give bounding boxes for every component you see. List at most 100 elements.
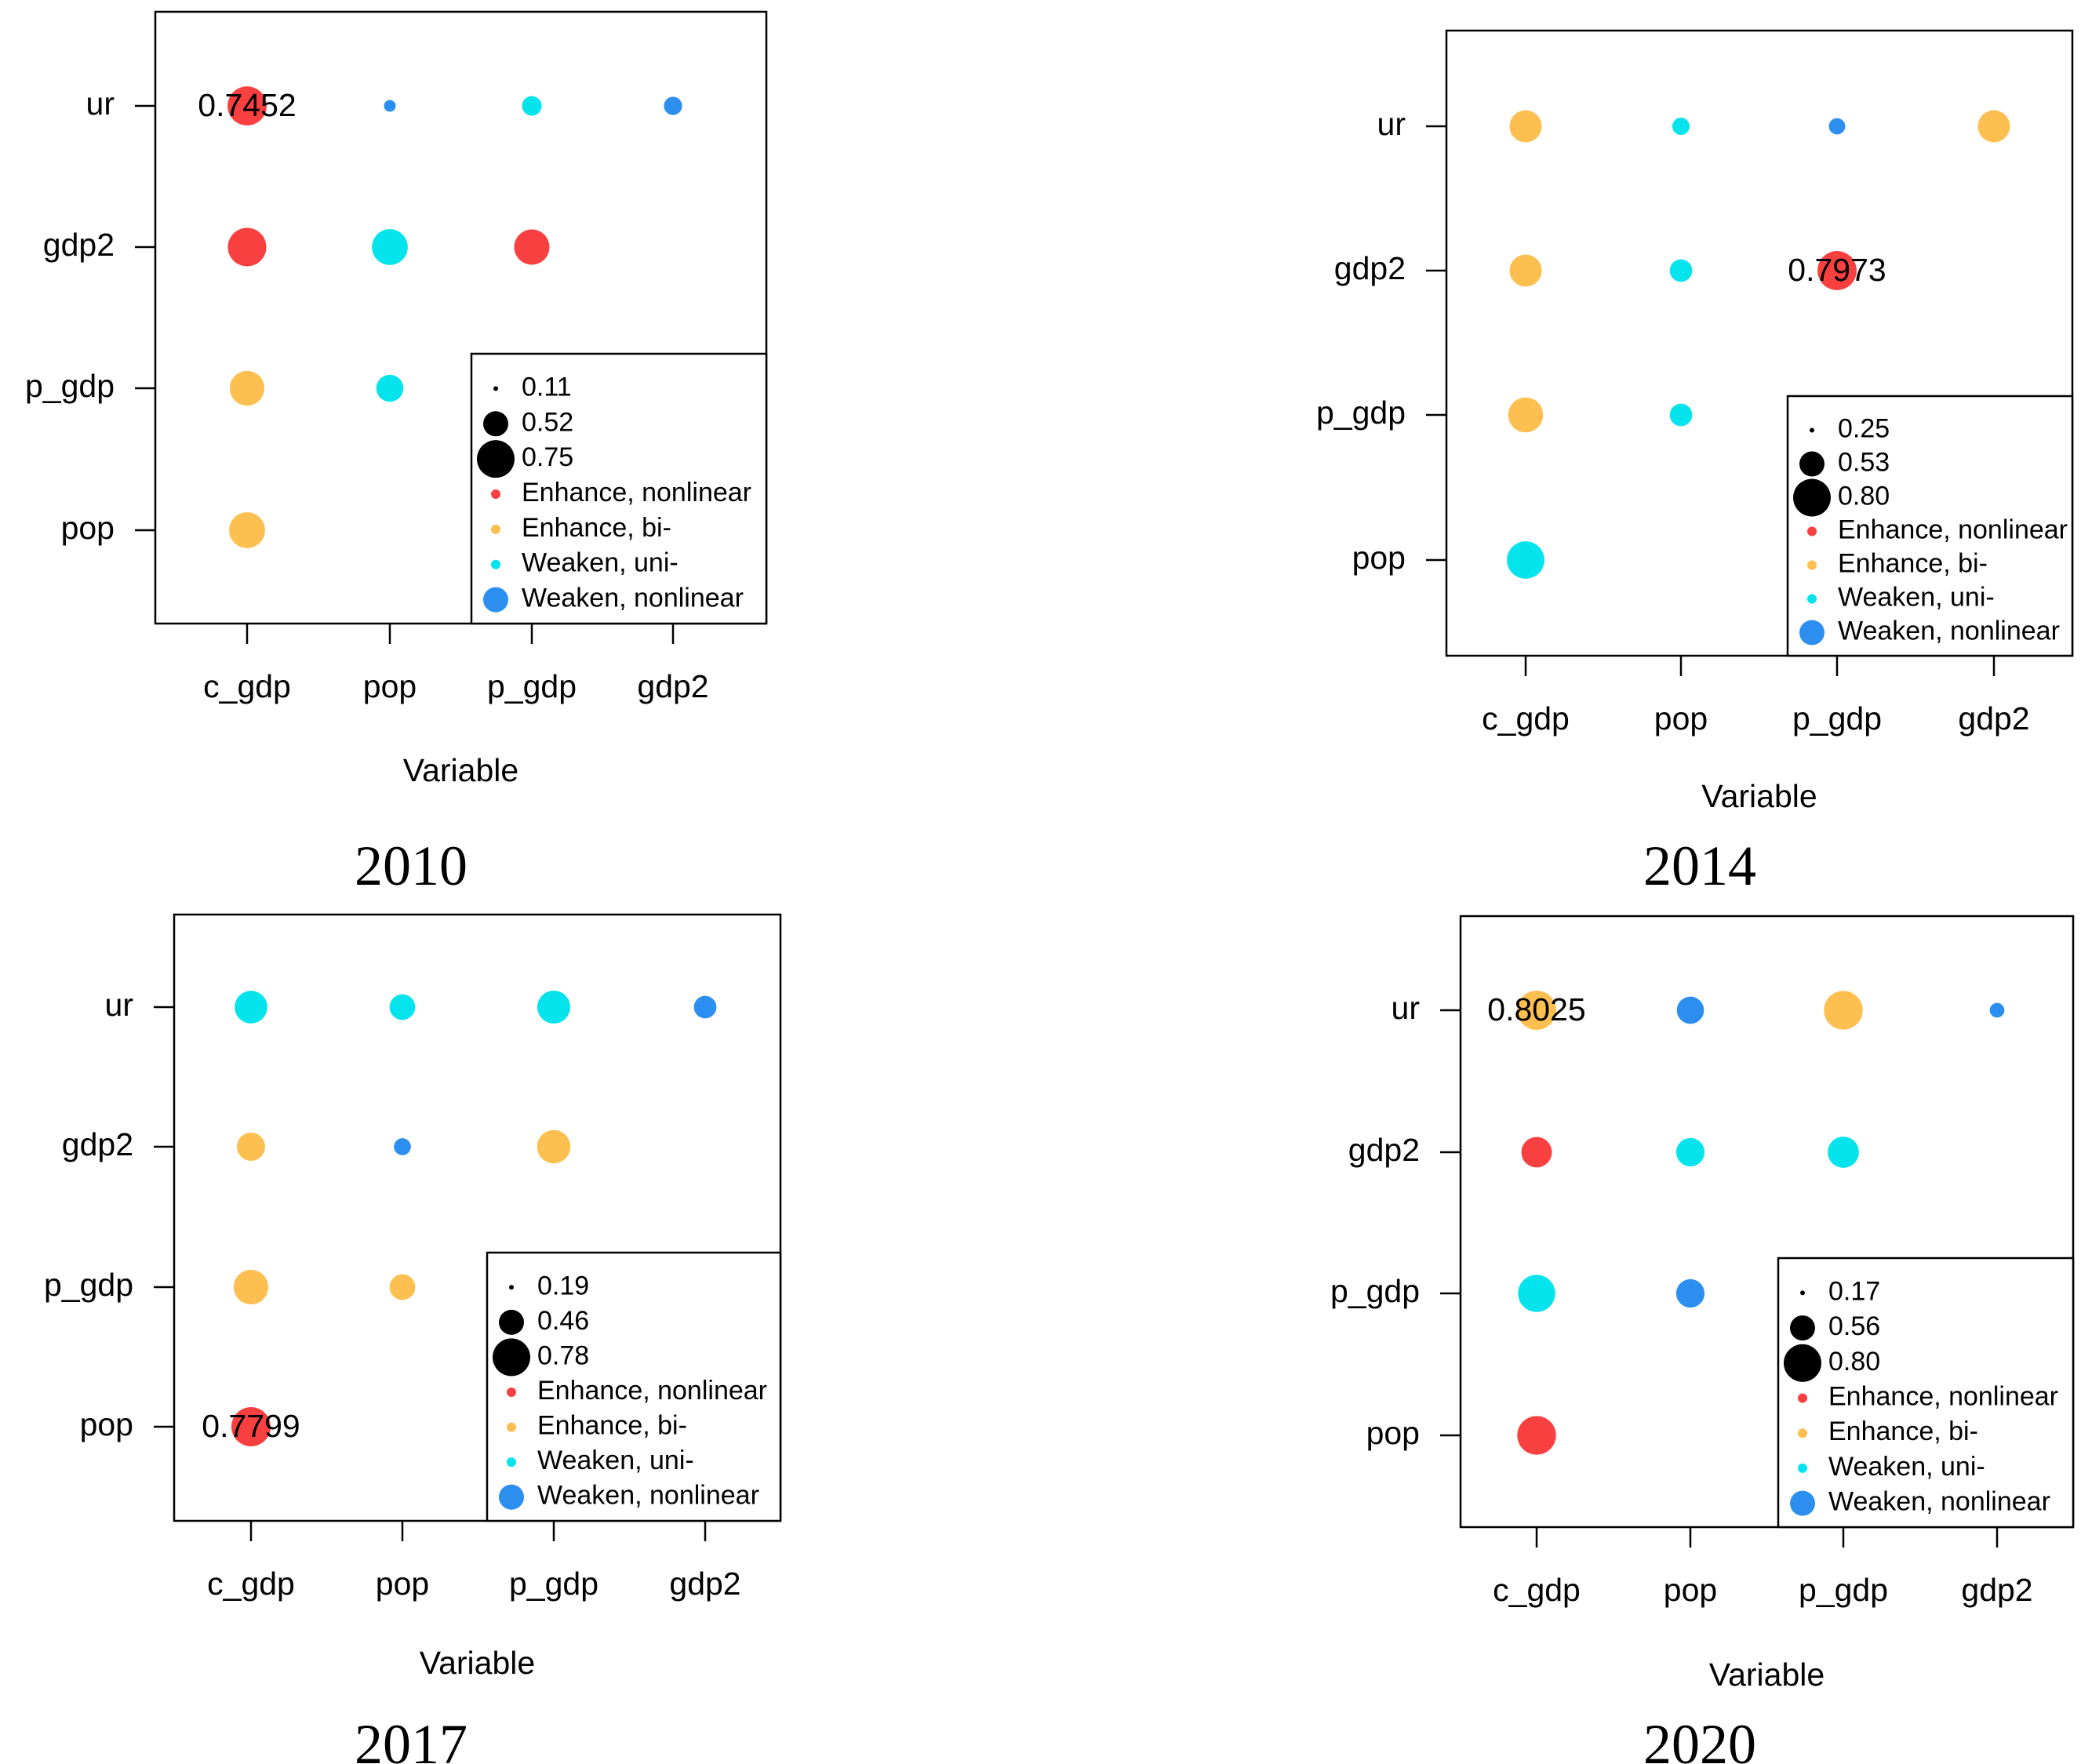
legend-color-label: Enhance, nonlinear [1828,1381,2058,1411]
plot-frame [173,913,782,1522]
x-tick-label: p_gdp [1792,700,1882,737]
x-axis-label: Variable [1709,1657,1825,1693]
data-point [1675,1278,1705,1308]
panel-title: 2017 [355,1713,467,1764]
legend-color-symbol [507,1457,516,1468]
data-point [231,1407,271,1446]
data-point [1508,397,1544,433]
data-point [1669,403,1693,427]
legend-color-label: Weaken, uni- [522,548,679,578]
x-tick-label: gdp2 [637,668,708,704]
data-point [1517,1416,1556,1455]
legend-color-label: Weaken, nonlinear [537,1481,759,1511]
data-point [1517,991,1556,1030]
legend-size-label: 0.80 [1828,1347,1880,1377]
data-point [1828,1137,1859,1168]
data-point [537,1129,571,1164]
data-point [389,994,416,1020]
data-point [236,1132,266,1162]
data-point [1672,117,1690,136]
x-tick-label: pop [363,668,417,704]
y-tick-label: ur [1392,990,1420,1026]
data-point [376,374,404,402]
data-point [1518,1275,1555,1312]
legend-color-symbol [507,1422,516,1432]
legend-color-label: Enhance, bi- [522,513,671,543]
y-tick-label: p_gdp [25,368,115,404]
plot-frame [1459,915,2075,1529]
data-point [389,1274,416,1300]
legend-size-symbol [477,440,515,478]
legend-size-symbol [1784,1344,1821,1382]
data-point [227,227,267,267]
legend-color-label: Enhance, nonlinear [522,478,751,507]
data-point [227,86,267,125]
legend-size-label: 0.46 [537,1306,589,1336]
data-label: 0.7799 [202,1408,300,1444]
y-tick-label: pop [1352,540,1406,576]
legend-color-label: Enhance, bi- [1838,548,1988,578]
legend-color-label: Enhance, bi- [537,1411,687,1441]
plot-frame [154,10,768,625]
legend-box [1777,1257,2075,1529]
legend-size-label: 0.56 [1828,1311,1880,1341]
legend-box [486,1251,782,1522]
x-tick-label: gdp2 [1958,700,2029,737]
y-tick-label: gdp2 [43,227,115,263]
legend-size-label: 0.25 [1838,413,1890,443]
legend-color-symbol [499,1484,524,1510]
legend-color-symbol [491,559,500,569]
data-point [1989,1002,2005,1018]
x-tick-label: pop [1664,1572,1717,1608]
x-tick-label: c_gdp [203,668,291,704]
data-point [229,370,265,406]
legend-color-symbol [1798,1463,1807,1473]
data-point [1676,996,1704,1024]
legend-color-symbol [1807,526,1817,536]
data-label: 0.7973 [1788,252,1886,288]
legend-color-label: Weaken, uni- [1838,582,1995,612]
legend-color-symbol [491,489,500,499]
x-axis-label: Variable [420,1645,535,1681]
legend-color-symbol [483,587,508,613]
legend-color-symbol [507,1388,516,1397]
y-tick-label: gdp2 [62,1126,133,1162]
data-point [1507,541,1544,579]
data-point [394,1138,411,1155]
data-point [233,1269,269,1305]
x-tick-label: pop [1654,700,1708,737]
legend-color-label: Weaken, nonlinear [1838,616,2060,646]
legend-color-label: Enhance, nonlinear [1838,515,2068,544]
data-point [1509,254,1542,287]
legend-size-symbol [483,411,508,437]
data-point [1669,259,1693,282]
legend-color-symbol [1799,620,1825,646]
legend-size-symbol [1810,427,1814,433]
data-point [537,990,571,1024]
data-point [693,995,717,1019]
data-point [1817,251,1857,290]
data-point [664,96,682,115]
panel-title: 2010 [355,835,467,897]
legend-size-label: 0.78 [537,1340,589,1370]
legend-color-symbol [1798,1428,1807,1438]
legend-size-symbol [499,1309,524,1335]
legend-size-label: 0.17 [1828,1276,1880,1306]
data-point [384,100,396,112]
legend-color-symbol [1807,594,1817,604]
legend-color-symbol [1798,1393,1807,1403]
y-tick-label: gdp2 [1348,1132,1420,1168]
data-point [1824,991,1863,1030]
x-tick-label: pop [376,1566,429,1602]
legend-size-symbol [1790,1315,1815,1341]
panel-title: 2014 [1643,835,1756,897]
x-axis-label: Variable [403,752,518,788]
legend-color-symbol [1807,560,1817,570]
data-point [1509,110,1542,143]
data-point [1828,118,1846,135]
legend-size-label: 0.80 [1838,481,1890,511]
x-tick-label: p_gdp [487,668,577,704]
